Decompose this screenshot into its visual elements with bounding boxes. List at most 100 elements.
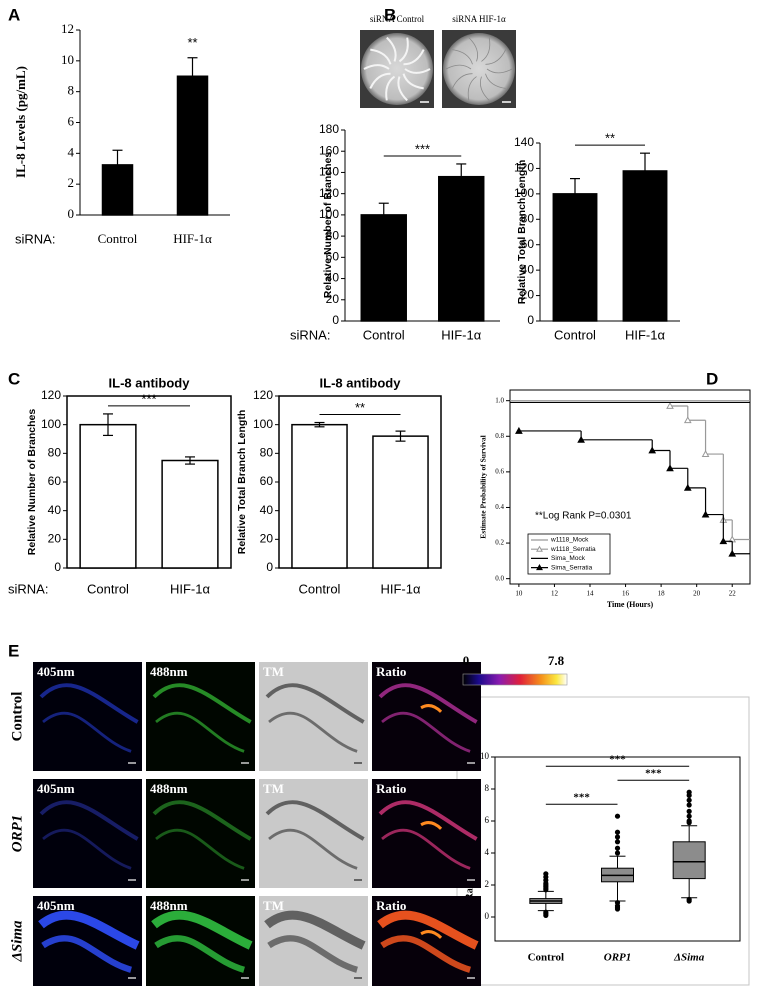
tissue (268, 828, 358, 870)
y-tick-label: 140 (514, 135, 534, 149)
channel-label: TM (263, 781, 284, 796)
image-caption: siRNA Control (370, 14, 425, 24)
y-tick-label: 0.6 (495, 467, 504, 475)
x-tick-label: Control (87, 581, 129, 596)
y-tick-label: 12 (61, 21, 74, 36)
network-branch (363, 64, 390, 70)
bar (622, 170, 668, 322)
panel-letter: D (706, 369, 718, 388)
outlier (686, 797, 692, 803)
y-tick-label: 1.0 (495, 396, 504, 404)
y-axis-label: Relative Total Branch Length (236, 410, 248, 555)
panel-letter: E (8, 641, 19, 660)
y-tick-label: 20 (326, 292, 340, 306)
bar (291, 423, 348, 569)
x-prefix: siRNA: (15, 231, 55, 246)
bar (372, 435, 429, 569)
outlier (614, 829, 621, 835)
significance-label: ** (187, 35, 197, 50)
x-tick-label: 10 (515, 590, 523, 598)
marker (701, 510, 710, 518)
significance-label: *** (645, 768, 662, 780)
tissue (377, 910, 479, 950)
x-tick-label: Control (299, 581, 341, 596)
significance-label: *** (141, 391, 156, 406)
x-tick-label: HIF-1α (625, 327, 666, 342)
channel-label: 488nm (150, 664, 188, 679)
legend-label: Sima_Serratia (551, 564, 593, 571)
marker (515, 426, 523, 434)
y-tick-label: 2 (485, 879, 490, 889)
y-tick-label: 4 (485, 847, 490, 857)
y-tick-label: 180 (319, 122, 339, 136)
bar (79, 423, 137, 569)
channel-label: 405nm (37, 781, 75, 796)
colorbar-max: 7.8 (548, 653, 565, 668)
x-tick-label: 12 (551, 590, 559, 598)
y-tick-label: 8 (485, 783, 490, 793)
network-branch (468, 37, 479, 62)
y-tick-label: 0 (527, 313, 534, 327)
network-branch (451, 73, 473, 89)
x-tick-label: 20 (693, 590, 701, 598)
y-tick-label: 20 (260, 532, 274, 546)
y-tick-label: 80 (260, 446, 274, 460)
image-caption: siRNA HIF-1α (452, 14, 506, 24)
legend-marker (536, 563, 543, 571)
y-tick-label: 120 (41, 388, 61, 402)
bar (176, 75, 209, 216)
micrograph-well (443, 33, 515, 105)
y-tick-label: 100 (253, 417, 273, 431)
tissue (264, 910, 366, 950)
y-tick-label: 160 (319, 143, 339, 157)
x-tick-label: Control (528, 952, 564, 964)
y-tick-label: 60 (260, 474, 274, 488)
y-tick-label: 60 (521, 237, 535, 251)
panel-letter: B (384, 5, 396, 24)
channel-label: TM (263, 898, 284, 913)
y-axis-label: Relative Number of Branches (26, 409, 38, 556)
tissue (265, 683, 365, 724)
legend-label: w1118_Serratia (550, 546, 596, 553)
series (515, 426, 750, 557)
y-tick-label: 0 (485, 911, 490, 921)
significance-label: ** (605, 131, 615, 146)
outlier (686, 802, 692, 808)
marker (683, 483, 692, 491)
ratio-hotspot (420, 821, 443, 830)
significance-label: *** (609, 754, 626, 766)
tissue (38, 910, 140, 950)
x-tick-label: ORP1 (604, 952, 632, 964)
channel-label: 488nm (150, 781, 188, 796)
tissue (268, 711, 358, 753)
y-tick-label: 60 (48, 474, 62, 488)
channel-label: 405nm (37, 664, 75, 679)
y-tick-label: 120 (319, 186, 339, 200)
outlier (614, 834, 621, 840)
y-tick-label: 0 (332, 313, 339, 327)
marker (683, 416, 692, 424)
x-tick-label: 18 (658, 590, 666, 598)
outlier (543, 871, 549, 877)
network-branch (479, 76, 490, 101)
y-tick-label: 40 (521, 262, 535, 276)
y-axis-label: Relative Total Branch Length (516, 160, 528, 305)
tissue (151, 910, 253, 950)
marker (719, 537, 728, 545)
y-tick-label: 40 (260, 503, 274, 517)
network-branch (445, 64, 472, 70)
outlier (543, 912, 549, 919)
x-prefix: siRNA: (290, 327, 330, 342)
outlier (614, 813, 621, 819)
plot-frame (494, 756, 741, 942)
chart-title: IL-8 antibody (320, 375, 402, 390)
x-tick-label: ΔSima (673, 952, 705, 964)
y-tick-label: 0 (54, 560, 61, 574)
tissue (154, 935, 246, 973)
network-branch (402, 73, 424, 90)
panel-letter: C (8, 369, 20, 388)
outlier (614, 845, 621, 851)
tissue (152, 800, 252, 841)
x-tick-label: HIF-1α (173, 231, 212, 246)
